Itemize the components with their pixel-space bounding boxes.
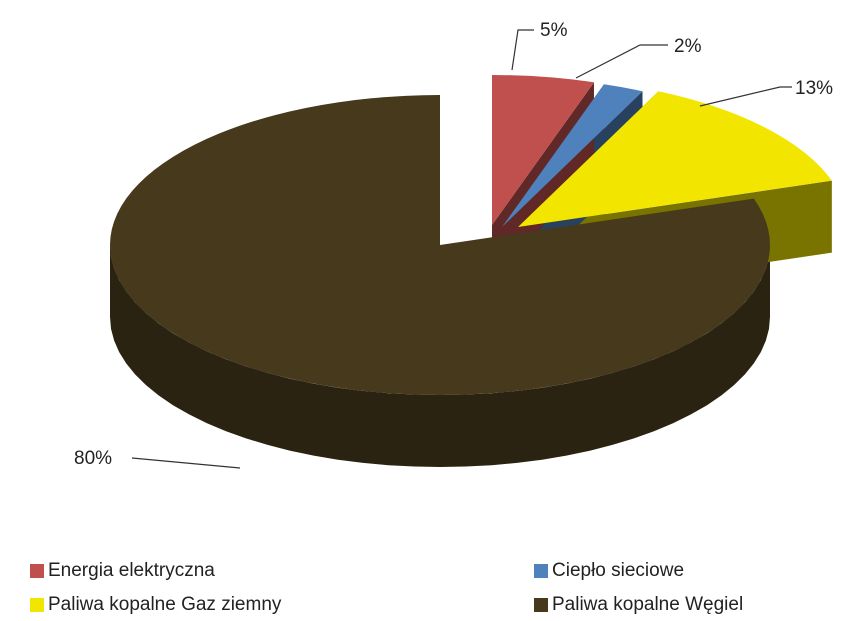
slice-cieplo <box>502 84 643 227</box>
pie-label-layer: 5% 2% 13% 80% <box>74 20 833 469</box>
slice-wegiel <box>109 94 770 395</box>
leader-line-wegiel <box>131 457 241 469</box>
data-label-gaz: 13% <box>795 78 833 99</box>
data-label-energia: 5% <box>540 20 568 41</box>
slice-energia <box>492 74 594 225</box>
leader-line-cieplo <box>575 44 668 79</box>
data-label-cieplo: 2% <box>674 36 702 57</box>
slice-gaz <box>518 91 832 227</box>
leader-line-gaz <box>699 86 792 107</box>
data-label-wegiel: 80% <box>74 448 112 469</box>
leader-line-energia <box>511 29 534 71</box>
pie-top-layer <box>109 74 832 395</box>
slice-wall-wegiel <box>110 245 770 467</box>
